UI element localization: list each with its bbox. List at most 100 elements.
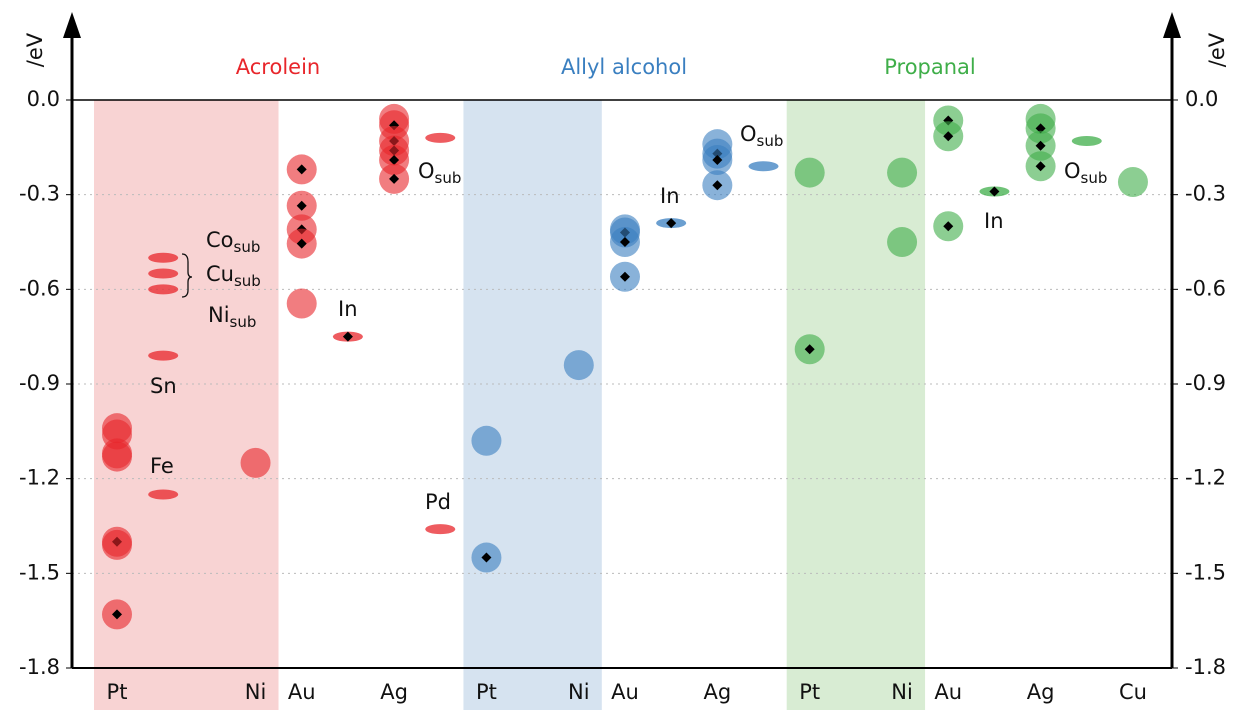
diamond-marker: [712, 180, 723, 191]
y-tick-label: -0.6: [19, 276, 60, 300]
annotation: Osub: [418, 159, 461, 187]
diamond-marker: [112, 609, 122, 620]
y-tick-label-right: 0.0: [1185, 87, 1218, 111]
x-tick-label: Pt: [799, 680, 820, 704]
y-tick-label: -1.8: [19, 655, 60, 679]
diamond-marker: [296, 238, 307, 249]
y-tick-label: -0.3: [19, 182, 60, 206]
annotation: Pd: [425, 490, 451, 514]
diamond-marker: [296, 200, 307, 211]
circle-point: [102, 529, 132, 560]
y-tick-label-right: -0.3: [1185, 182, 1226, 206]
x-tick-label: Ag: [380, 680, 408, 704]
x-tick-label: Pt: [476, 680, 497, 704]
ellipse-point: [148, 489, 179, 500]
y-tick-label-right: -0.6: [1185, 276, 1226, 300]
x-tick-label: Au: [288, 680, 316, 704]
diamond-marker: [989, 186, 1000, 197]
labels: 0.0 0.0 -0.3 -0.3 -0.6 -0.6 -0.9 -0.9 -1.2 -1.2 -1…: [19, 55, 1226, 704]
bracket: [181, 253, 193, 298]
annotation-text: In: [984, 209, 1004, 233]
marks: [102, 103, 1148, 630]
band: [463, 100, 602, 710]
series-title: Propanal: [884, 55, 976, 79]
y-tick-label-right: -1.5: [1185, 560, 1226, 584]
annotation: In: [984, 209, 1004, 233]
y-tick-label: -0.9: [19, 371, 60, 395]
annotation-sub: sub: [435, 169, 462, 187]
annotation-sub: sub: [230, 313, 257, 331]
annotation-text: O: [1064, 159, 1081, 183]
x-tick-label: Pt: [107, 680, 128, 704]
annotation-text: O: [740, 122, 757, 146]
y-tick-label: -1.2: [19, 466, 60, 490]
annotation-text: In: [338, 297, 358, 321]
x-tick-label: Cu: [1119, 680, 1147, 704]
ellipse-point: [1071, 136, 1102, 147]
x-tick-label: Au: [611, 680, 639, 704]
diamond-marker: [804, 344, 815, 355]
annotation-sub: sub: [234, 238, 261, 256]
circle-point: [1117, 167, 1148, 198]
annotation: In: [660, 184, 680, 208]
annotation: Cosub: [206, 228, 260, 256]
annotation-text: Ni: [208, 303, 230, 327]
diamond-marker: [1035, 123, 1046, 134]
x-tick-label: Ag: [703, 680, 731, 704]
annotation-sub: sub: [757, 132, 784, 150]
ellipse-point: [425, 524, 456, 535]
annotation-text: In: [660, 184, 680, 208]
ellipse-point: [425, 132, 456, 143]
circle-point: [286, 288, 317, 319]
diamond-marker: [943, 221, 954, 232]
annotation: Fe: [150, 454, 174, 478]
y-axis-label-right: /eV: [1205, 32, 1229, 67]
circle-point: [471, 425, 502, 456]
diamond-marker: [296, 164, 307, 175]
series-title: Acrolein: [236, 55, 320, 79]
band: [786, 100, 926, 710]
ellipse-point: [748, 161, 779, 172]
bands: [94, 100, 926, 710]
diamond-marker: [943, 131, 954, 142]
y-tick-label: 0.0: [27, 87, 60, 111]
diamond-marker: [342, 331, 353, 342]
ellipse-point: [148, 284, 179, 295]
x-tick-label: Ag: [1027, 680, 1055, 704]
annotation-text: Cu: [206, 262, 234, 286]
diamond-marker: [389, 173, 400, 184]
circle-point: [887, 227, 918, 257]
annotation-text: Fe: [150, 454, 174, 478]
circle-point: [563, 350, 594, 381]
y-axis-label: /eV: [23, 32, 47, 67]
x-tick-label: Ni: [245, 680, 267, 704]
annotation-text: Co: [206, 228, 234, 252]
diamond-marker: [619, 271, 630, 282]
circle-point: [887, 157, 918, 188]
diamond-marker: [1035, 140, 1046, 151]
y-tick-label-right: -0.9: [1185, 371, 1226, 395]
y-tick-label-right: -1.2: [1185, 466, 1226, 490]
annotation: Cusub: [206, 262, 261, 290]
diamond-marker: [1035, 161, 1046, 172]
annotation-sub: sub: [1081, 169, 1108, 187]
diamond-marker: [666, 218, 677, 229]
annotation-text: O: [418, 159, 435, 183]
annotation-text: Pd: [425, 490, 451, 514]
series-title: Allyl alcohol: [561, 55, 687, 79]
circle-point: [794, 157, 825, 188]
ellipse-point: [148, 268, 179, 279]
diamond-marker: [389, 154, 400, 165]
circle-point: [102, 441, 132, 472]
ellipse-point: [148, 350, 179, 361]
annotation: Osub: [740, 122, 783, 150]
ellipse-point: [148, 252, 179, 263]
diamond-marker: [712, 154, 723, 165]
right-arrow: [1163, 12, 1181, 38]
x-tick-label: Ni: [891, 680, 913, 704]
annotation-sub: sub: [234, 272, 261, 290]
diamond-marker: [481, 552, 492, 563]
left-arrow: [63, 12, 81, 38]
